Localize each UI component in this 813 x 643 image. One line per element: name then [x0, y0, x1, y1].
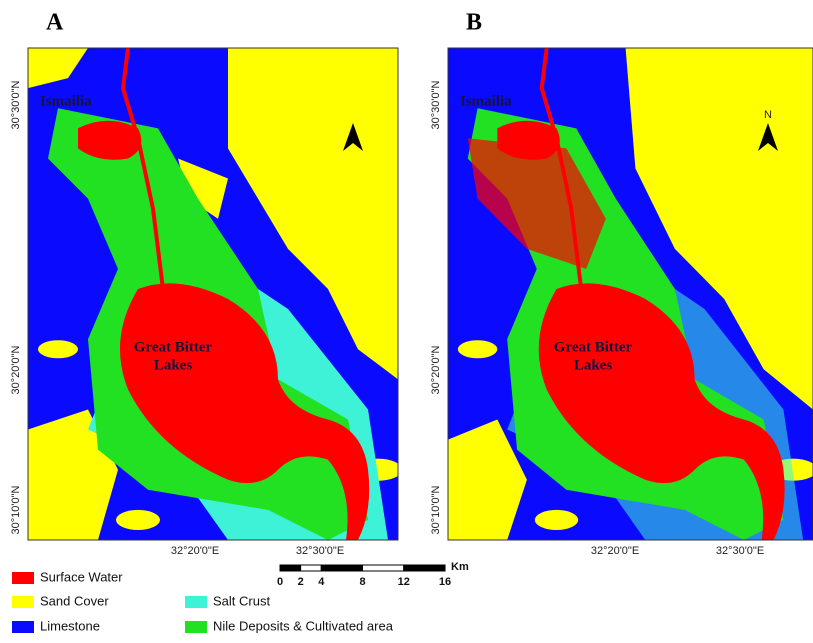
scale-segment — [403, 564, 446, 572]
scale-label: 0 — [277, 576, 283, 588]
lon-label: 32°20'0"E — [591, 545, 639, 557]
scale-label: 8 — [359, 576, 365, 588]
lat-label: 30°20'0"N — [430, 345, 442, 394]
scale-label: 12 — [398, 576, 410, 588]
cultivated-red — [467, 138, 606, 269]
sand-area — [28, 409, 118, 540]
legend-label: Surface Water — [40, 569, 123, 584]
place-label: Ismailia — [460, 93, 512, 109]
sand-patch — [728, 191, 760, 206]
north-arrow — [758, 123, 778, 151]
lat-label: 30°10'0"N — [430, 485, 442, 534]
lat-label: 30°30'0"N — [430, 80, 442, 129]
lat-label: 30°30'0"N — [10, 80, 22, 129]
lat-label: 30°10'0"N — [10, 485, 22, 534]
sand-patch — [312, 191, 344, 206]
panel-label: B — [466, 10, 482, 36]
place-label: Lakes — [154, 357, 193, 373]
lon-label: 32°30'0"E — [296, 545, 344, 557]
panel-label: A — [46, 10, 64, 36]
legend-swatch — [185, 596, 207, 608]
place-label: Great Bitter — [134, 339, 213, 355]
legend-swatch — [185, 621, 207, 633]
legend-swatch — [12, 596, 34, 608]
lat-label: 30°20'0"N — [10, 345, 22, 394]
scale-label: 4 — [318, 576, 325, 588]
sand-area — [28, 48, 88, 89]
ismailia-area — [497, 120, 560, 160]
scale-label: 16 — [439, 576, 451, 588]
scale-segment — [279, 564, 302, 572]
lon-label: 32°20'0"E — [171, 545, 219, 557]
scale-label: 2 — [298, 576, 304, 588]
sand-patch — [670, 102, 699, 115]
sand-area — [448, 419, 527, 540]
legend-label: Limestone — [40, 618, 100, 633]
lon-label: 32°30'0"E — [716, 545, 764, 557]
place-label: Great Bitter — [554, 339, 633, 355]
lake — [120, 283, 370, 540]
north-label: N — [764, 109, 772, 121]
legend-label: Salt Crust — [213, 593, 270, 608]
sand-patch — [457, 340, 498, 359]
sand-patch — [340, 270, 376, 287]
legend-swatch — [12, 572, 34, 584]
lake — [538, 283, 785, 540]
map — [28, 48, 398, 540]
scale-segment — [300, 564, 322, 572]
legend-label: Sand Cover — [40, 593, 109, 608]
legend-label: Nile Deposits & Cultivated area — [213, 618, 394, 633]
scale-segment — [320, 564, 363, 572]
place-label: Ismailia — [40, 93, 92, 109]
sand-patch — [755, 270, 792, 287]
place-label: Lakes — [574, 357, 613, 373]
ismailia-area — [78, 120, 142, 160]
sand-patch — [38, 340, 78, 359]
sand-patch — [534, 509, 579, 530]
scale-segment — [362, 564, 405, 572]
map-frame — [447, 47, 813, 541]
map-frame — [27, 47, 399, 541]
legend-swatch — [12, 621, 34, 633]
scale-unit: Km — [451, 561, 469, 573]
map — [448, 48, 813, 540]
sand-patch — [116, 509, 160, 530]
sand-patch — [254, 102, 282, 115]
north-arrow — [343, 123, 363, 151]
